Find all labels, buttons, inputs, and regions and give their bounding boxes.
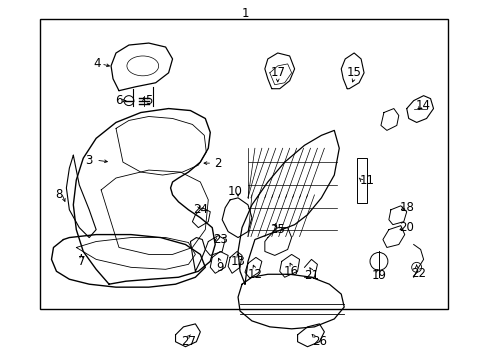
Text: 5: 5 bbox=[145, 94, 152, 107]
Text: 4: 4 bbox=[93, 57, 101, 71]
Bar bbox=[356, 158, 366, 203]
Text: 9: 9 bbox=[216, 261, 224, 274]
Text: 24: 24 bbox=[192, 203, 207, 216]
Text: 1: 1 bbox=[241, 7, 248, 20]
Text: 10: 10 bbox=[227, 185, 242, 198]
Text: 20: 20 bbox=[399, 221, 413, 234]
Text: 23: 23 bbox=[212, 233, 227, 246]
Bar bbox=[40, 19, 447, 309]
Text: 7: 7 bbox=[78, 255, 85, 268]
Text: 15: 15 bbox=[346, 66, 361, 79]
Text: 26: 26 bbox=[311, 335, 326, 348]
Text: 6: 6 bbox=[115, 94, 122, 107]
Text: 27: 27 bbox=[181, 335, 196, 348]
Text: 14: 14 bbox=[415, 99, 430, 112]
Text: 11: 11 bbox=[359, 174, 374, 186]
Text: 18: 18 bbox=[399, 201, 413, 214]
Text: 19: 19 bbox=[371, 269, 386, 282]
Text: 2: 2 bbox=[214, 157, 222, 170]
Text: 25: 25 bbox=[270, 223, 285, 236]
Text: 13: 13 bbox=[230, 255, 245, 268]
Text: 22: 22 bbox=[410, 267, 425, 280]
Text: 8: 8 bbox=[55, 188, 62, 201]
Text: 21: 21 bbox=[304, 269, 318, 282]
Text: 16: 16 bbox=[284, 265, 299, 278]
Text: 17: 17 bbox=[270, 66, 285, 79]
Text: 3: 3 bbox=[85, 154, 93, 167]
Text: 12: 12 bbox=[247, 268, 262, 281]
